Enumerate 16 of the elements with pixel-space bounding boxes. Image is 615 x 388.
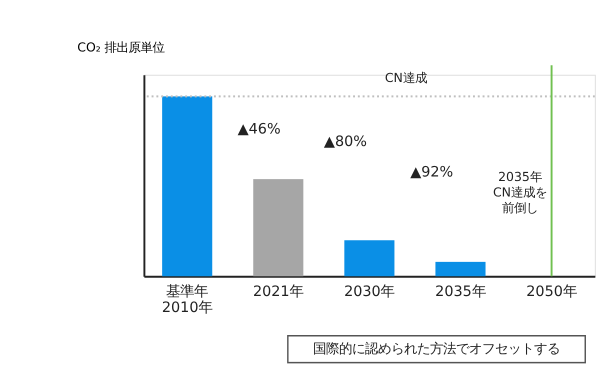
- annotation: ▲92%: [410, 164, 454, 181]
- annotation: 2035年CN達成を前倒し: [492, 169, 547, 215]
- bar: [435, 262, 486, 276]
- bar: [253, 179, 304, 276]
- x-tick-label: 2030年: [344, 284, 395, 300]
- x-tick-label: 2021年: [252, 284, 304, 300]
- x-tick-label: 2050年: [526, 284, 577, 300]
- annotation: ▲46%: [238, 122, 281, 138]
- y-axis-title: CO₂ 排出原単位: [77, 39, 165, 54]
- x-tick-label: 基準年 2010年: [162, 284, 212, 316]
- annotation: ▲80%: [324, 134, 367, 150]
- x-tick-label: 2035年: [435, 284, 486, 300]
- text: CN達成: [384, 70, 427, 86]
- bar: [162, 96, 212, 276]
- bar: [344, 240, 394, 276]
- text: 国際的に認められた方法でオフセットする: [313, 341, 560, 358]
